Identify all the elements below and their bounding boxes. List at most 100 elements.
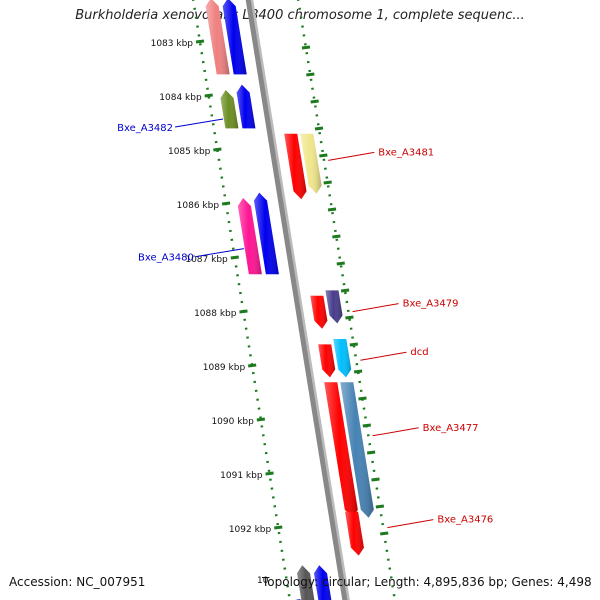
gene-feature-g12[interactable] (333, 339, 352, 378)
gene-shading (237, 198, 262, 275)
ruler-tick-mark (213, 147, 222, 152)
gene-feature-g3[interactable] (220, 90, 239, 129)
ruler-tick-label: 1087 kbp (185, 255, 228, 265)
gene-label-text: dcd (410, 347, 428, 358)
gene-shading (254, 192, 279, 275)
gene-shading (310, 295, 328, 329)
gene-label-Bxe_A3482[interactable]: Bxe_A3482 (117, 118, 224, 134)
ruler-tick-mark-right (314, 126, 324, 131)
gene-feature-g7[interactable] (237, 198, 262, 275)
label-leader-line (174, 118, 224, 128)
gene-label-text: Bxe_A3476 (437, 515, 493, 526)
topology-text: Topology: circular; Length: 4,895,836 bp… (262, 575, 592, 589)
ruler-tick-mark-right (358, 396, 367, 401)
ruler-tick-mark-right (362, 423, 372, 428)
ruler-tick-mark-right (319, 153, 328, 158)
gene-feature-g8[interactable] (254, 192, 279, 275)
gene-feature-g10[interactable] (325, 290, 343, 324)
backbone-line (245, 0, 348, 600)
gene-feature-g9[interactable] (310, 295, 328, 329)
ruler-tick-mark-right (353, 369, 363, 374)
ruler-tick-mark (230, 255, 239, 260)
accession-text: Accession: NC_007951 (9, 575, 146, 589)
gene-shading (340, 382, 374, 518)
ruler-tick-label: 1089 kbp (203, 363, 246, 373)
map-title: Burkholderia xenovorans LB400 chromosome… (75, 8, 525, 23)
ruler-tick-mark-right (336, 261, 345, 266)
ruler-tick-mark (265, 471, 274, 476)
ruler-tick-mark-right (375, 504, 385, 509)
label-leader-line (195, 248, 244, 258)
ruler-tick-label: 1086 kbp (177, 201, 220, 211)
ruler-tick-label: 1090 kbp (211, 417, 254, 427)
gene-label-text: Bxe_A3481 (378, 147, 434, 158)
ruler-ticks: 1083 kbp 1084 kbp 1085 kbp 1086 kbp 1087 kbp… (151, 39, 389, 586)
ruler-tick-mark-right (301, 45, 311, 50)
gene-label-Bxe_A3481[interactable]: Bxe_A3481 (328, 147, 434, 161)
gene-feature-g11[interactable] (318, 344, 336, 378)
ruler-tick-mark (256, 417, 266, 422)
gene-label-text: Bxe_A3480 (138, 253, 194, 264)
ruler-tick-mark (247, 363, 257, 368)
gene-shading (205, 0, 230, 75)
gene-feature-g1[interactable] (205, 0, 230, 75)
gene-label-Bxe_A3480[interactable]: Bxe_A3480 (138, 248, 244, 264)
gene-label-Bxe_A3476[interactable]: Bxe_A3476 (387, 515, 493, 529)
gene-feature-g4[interactable] (236, 84, 256, 129)
label-leader-line (352, 303, 399, 313)
gene-shading (222, 0, 247, 75)
ruler-tick-label: 1084 kbp (159, 93, 202, 103)
ruler-tick-mark-right (366, 450, 376, 455)
ruler-tick-mark-right (323, 180, 332, 185)
gene-label-text: Bxe_A3477 (423, 423, 479, 434)
sequence-backbone (245, 0, 350, 600)
ruler-tick-mark-right (340, 288, 350, 293)
gene-feature-g16[interactable] (297, 565, 317, 600)
gene-shading (297, 565, 315, 600)
ruler-tick-mark (195, 39, 205, 44)
ruler-tick-label: 1083 kbp (151, 39, 194, 49)
gene-shading (318, 344, 336, 378)
ruler-tick-mark-right (345, 315, 354, 320)
gene-shading (333, 339, 352, 378)
gene-shading (325, 290, 343, 324)
ruler-tick-label: 1088 kbp (194, 309, 237, 319)
label-leader-line (328, 151, 375, 161)
gene-label-text: Bxe_A3479 (403, 299, 459, 310)
label-leader-line (372, 427, 419, 437)
ruler-tick-mark-right (306, 72, 315, 77)
gene-feature-g6[interactable] (300, 133, 322, 194)
gene-feature-g13[interactable] (324, 382, 358, 518)
gene-label-Bxe_A3479[interactable]: Bxe_A3479 (352, 299, 459, 313)
gene-features (205, 0, 374, 600)
gene-shading (324, 382, 358, 518)
gene-feature-g15[interactable] (345, 511, 364, 556)
gene-label-text: Bxe_A3482 (117, 123, 173, 134)
label-leader-line (360, 351, 407, 361)
ruler-tick-mark-right (332, 234, 341, 239)
ruler-tick-mark (204, 93, 213, 98)
gene-shading (300, 133, 322, 194)
gene-feature-g17[interactable] (314, 565, 334, 600)
gene-feature-g2[interactable] (222, 0, 247, 75)
gene-label-dcd[interactable]: dcd (360, 347, 429, 361)
ruler-tick-mark-right (380, 531, 389, 536)
gene-shading (314, 565, 332, 600)
ruler-tick-mark-right (349, 342, 358, 347)
gene-feature-g5[interactable] (284, 133, 307, 200)
ruler-tick-mark (274, 525, 283, 530)
label-leader-line (387, 519, 434, 529)
gene-shading (220, 90, 239, 129)
ruler-tick-label: 1085 kbp (168, 147, 211, 157)
ruler-tick-mark-right (371, 477, 380, 482)
gene-shading (236, 84, 256, 129)
ruler-tick-label-partial: 10 (257, 576, 269, 586)
ruler-tick-label: 1091 kbp (220, 471, 263, 481)
gene-label-Bxe_A3477[interactable]: Bxe_A3477 (372, 423, 479, 437)
gene-shading (345, 511, 364, 556)
dotted-guide-left (191, 0, 292, 600)
ruler-tick-mark (221, 201, 231, 206)
gene-feature-g14[interactable] (340, 382, 374, 518)
